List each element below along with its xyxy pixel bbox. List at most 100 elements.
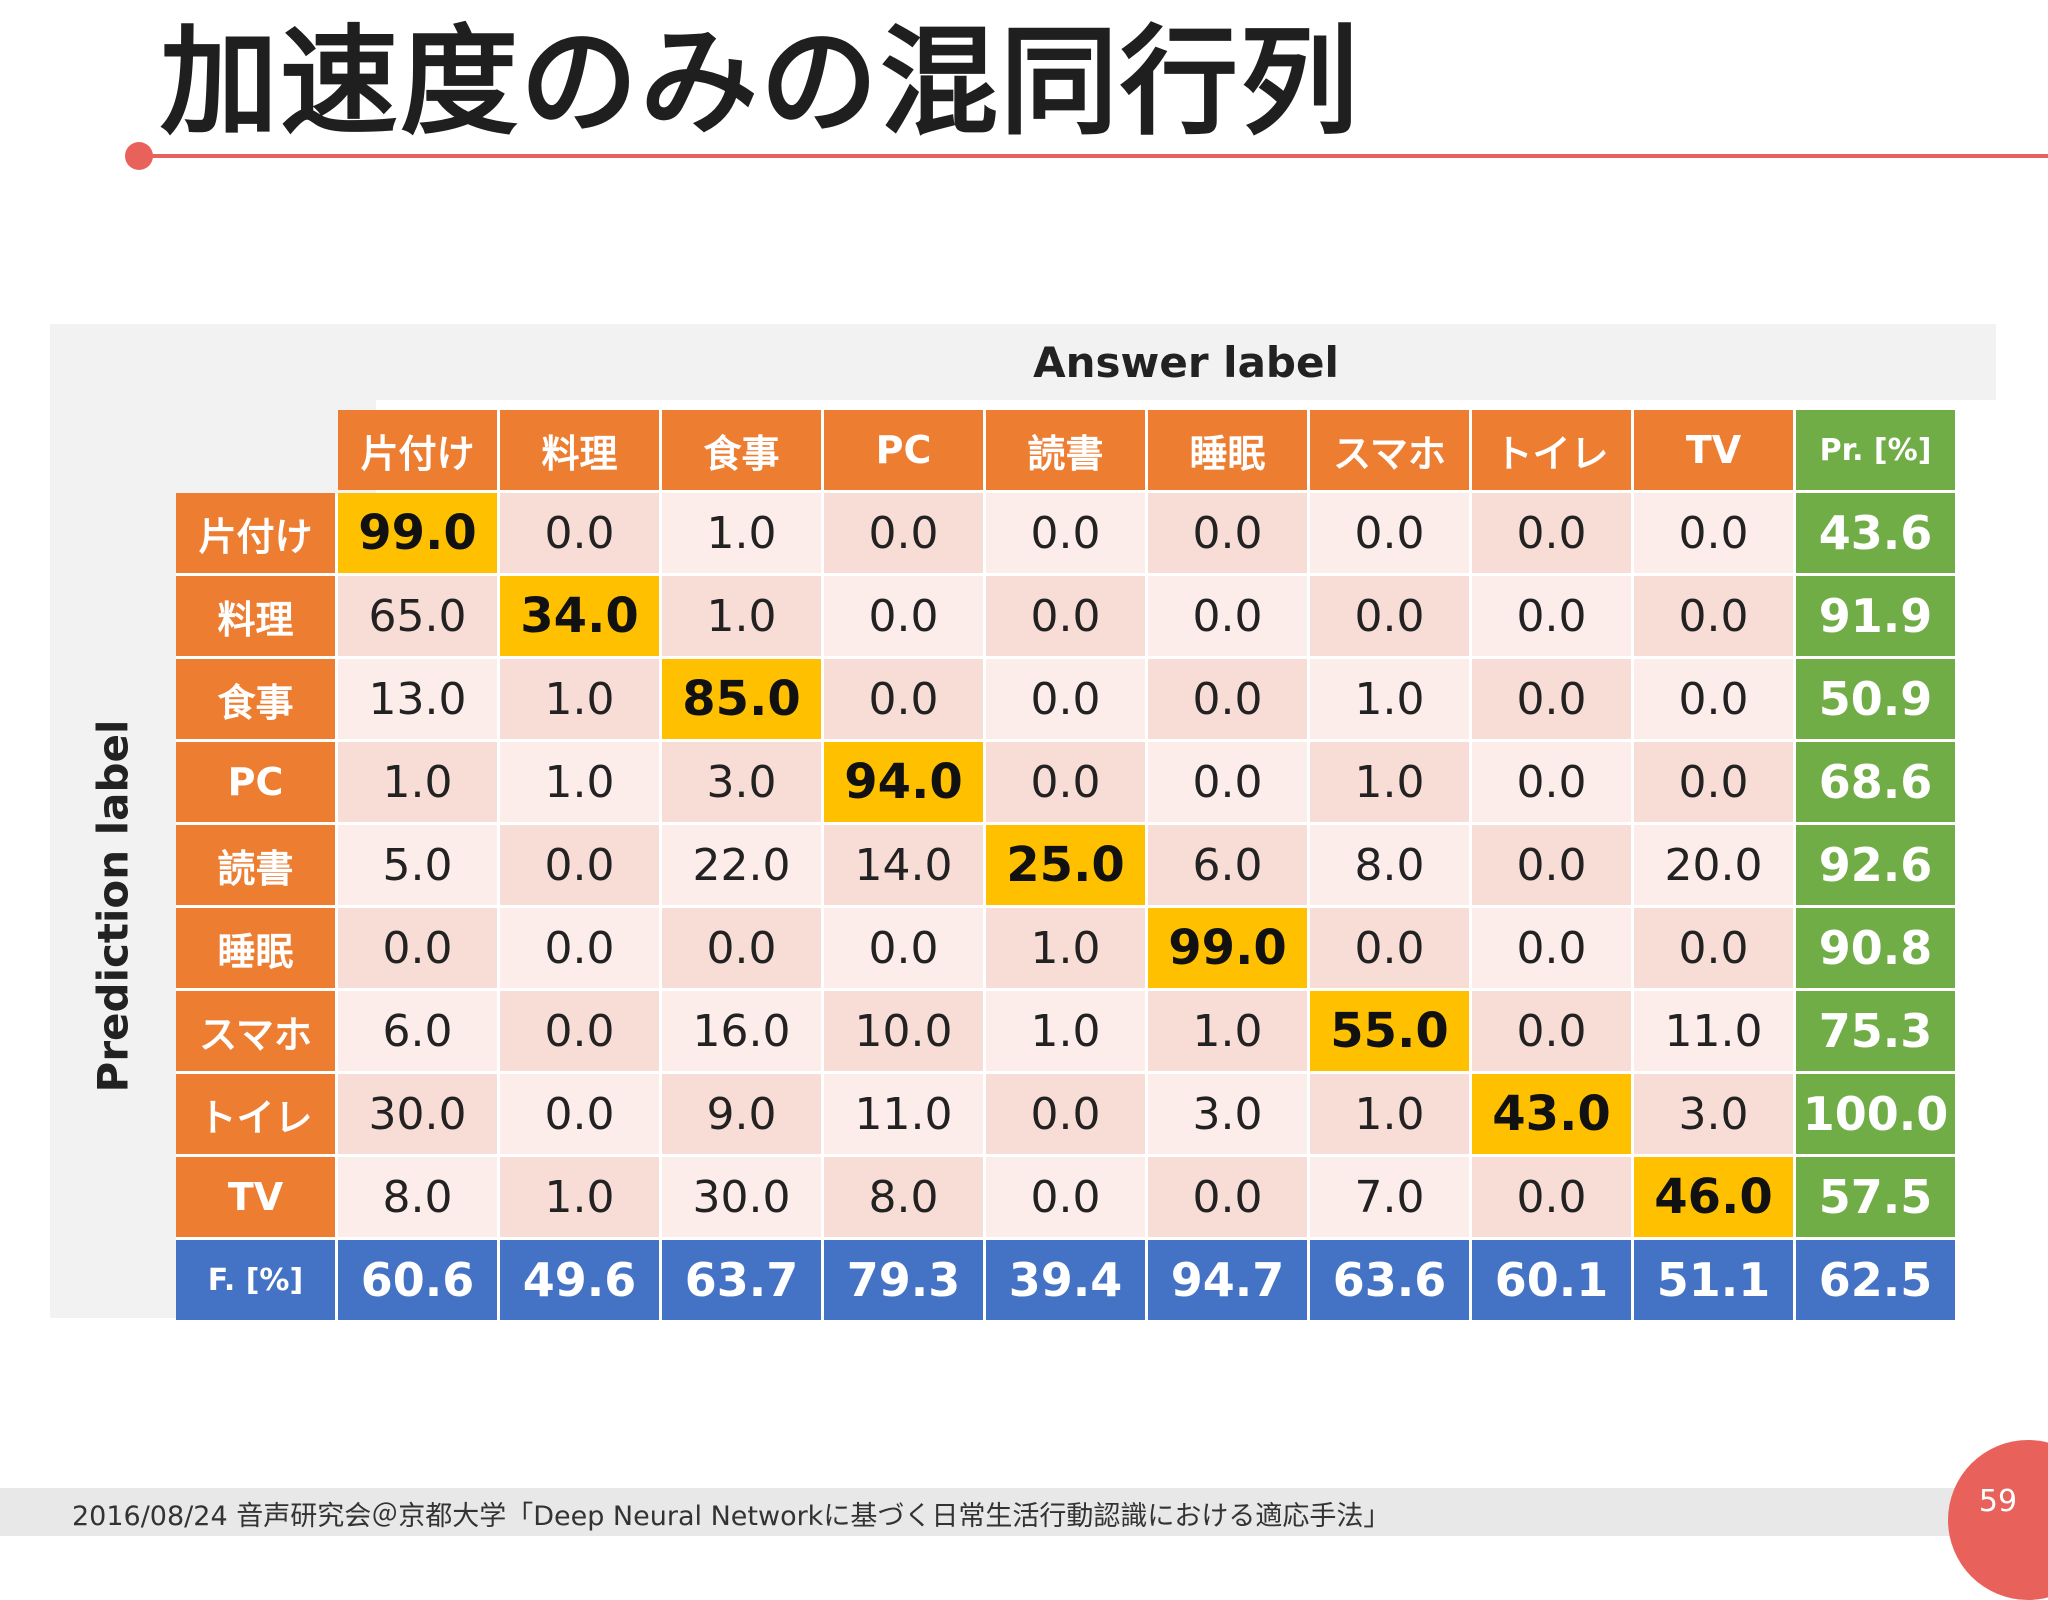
diagonal-cell: 99.0 <box>1148 908 1307 988</box>
matrix-cell: 0.0 <box>1472 576 1631 656</box>
matrix-cell: 0.0 <box>1472 1157 1631 1237</box>
precision-cell: 91.9 <box>1796 576 1955 656</box>
matrix-cell: 1.0 <box>500 742 659 822</box>
answer-axis-label: Answer label <box>376 324 1996 400</box>
answer-column-header: 睡眠 <box>1148 410 1307 490</box>
matrix-cell: 1.0 <box>1148 991 1307 1071</box>
matrix-cell: 0.0 <box>1310 908 1469 988</box>
matrix-cell: 0.0 <box>1472 493 1631 573</box>
matrix-cell: 20.0 <box>1634 825 1793 905</box>
prediction-row-header: 食事 <box>176 659 335 739</box>
matrix-cell: 10.0 <box>824 991 983 1071</box>
precision-cell: 75.3 <box>1796 991 1955 1071</box>
matrix-cell: 0.0 <box>1472 825 1631 905</box>
matrix-cell: 1.0 <box>500 659 659 739</box>
matrix-cell: 0.0 <box>1472 659 1631 739</box>
precision-cell: 90.8 <box>1796 908 1955 988</box>
matrix-cell: 0.0 <box>500 991 659 1071</box>
answer-column-header: TV <box>1634 410 1793 490</box>
matrix-cell: 30.0 <box>662 1157 821 1237</box>
matrix-cell: 0.0 <box>1634 493 1793 573</box>
matrix-cell: 1.0 <box>1310 659 1469 739</box>
matrix-cell: 3.0 <box>1634 1074 1793 1154</box>
precision-cell: 50.9 <box>1796 659 1955 739</box>
matrix-cell: 8.0 <box>824 1157 983 1237</box>
prediction-row-header: スマホ <box>176 991 335 1071</box>
matrix-cell: 0.0 <box>1634 659 1793 739</box>
matrix-cell: 8.0 <box>1310 825 1469 905</box>
matrix-cell: 0.0 <box>986 1157 1145 1237</box>
title-underline <box>140 154 2048 158</box>
precision-cell: 68.6 <box>1796 742 1955 822</box>
fscore-overall-cell: 62.5 <box>1796 1240 1955 1320</box>
matrix-cell: 0.0 <box>986 493 1145 573</box>
page-number-badge <box>1948 1440 2048 1600</box>
matrix-cell: 6.0 <box>1148 825 1307 905</box>
matrix-cell: 1.0 <box>1310 742 1469 822</box>
matrix-cell: 8.0 <box>338 1157 497 1237</box>
matrix-cell: 0.0 <box>1148 493 1307 573</box>
matrix-cell: 0.0 <box>824 659 983 739</box>
matrix-cell: 0.0 <box>338 908 497 988</box>
precision-cell: 43.6 <box>1796 493 1955 573</box>
answer-column-header: 読書 <box>986 410 1145 490</box>
fscore-cell: 94.7 <box>1148 1240 1307 1320</box>
matrix-cell: 14.0 <box>824 825 983 905</box>
matrix-cell: 0.0 <box>986 576 1145 656</box>
prediction-axis-label: Prediction label <box>88 719 138 1093</box>
fscore-cell: 60.1 <box>1472 1240 1631 1320</box>
matrix-cell: 1.0 <box>986 908 1145 988</box>
diagonal-cell: 43.0 <box>1472 1074 1631 1154</box>
diagonal-cell: 34.0 <box>500 576 659 656</box>
matrix-cell: 0.0 <box>500 825 659 905</box>
matrix-cell: 0.0 <box>500 908 659 988</box>
answer-column-header: スマホ <box>1310 410 1469 490</box>
matrix-cell: 22.0 <box>662 825 821 905</box>
matrix-cell: 0.0 <box>1148 742 1307 822</box>
matrix-cell: 9.0 <box>662 1074 821 1154</box>
prediction-row-header: PC <box>176 742 335 822</box>
matrix-cell: 0.0 <box>1472 908 1631 988</box>
fscore-cell: 60.6 <box>338 1240 497 1320</box>
precision-cell: 92.6 <box>1796 825 1955 905</box>
slide-title: 加速度のみの混同行列 <box>160 13 1361 151</box>
diagonal-cell: 55.0 <box>1310 991 1469 1071</box>
matrix-cell: 0.0 <box>662 908 821 988</box>
matrix-cell: 11.0 <box>1634 991 1793 1071</box>
matrix-cell: 0.0 <box>1634 908 1793 988</box>
answer-column-header: PC <box>824 410 983 490</box>
matrix-cell: 0.0 <box>824 908 983 988</box>
matrix-cell: 0.0 <box>1634 576 1793 656</box>
answer-column-header: 片付け <box>338 410 497 490</box>
matrix-cell: 0.0 <box>500 1074 659 1154</box>
precision-cell: 100.0 <box>1796 1074 1955 1154</box>
fscore-cell: 49.6 <box>500 1240 659 1320</box>
matrix-cell: 0.0 <box>1472 742 1631 822</box>
matrix-cell: 0.0 <box>1634 742 1793 822</box>
prediction-row-header: 料理 <box>176 576 335 656</box>
matrix-cell: 13.0 <box>338 659 497 739</box>
prediction-row-header: 睡眠 <box>176 908 335 988</box>
matrix-cell: 3.0 <box>1148 1074 1307 1154</box>
diagonal-cell: 94.0 <box>824 742 983 822</box>
matrix-cell: 1.0 <box>662 576 821 656</box>
matrix-cell: 16.0 <box>662 991 821 1071</box>
precision-column-header: Pr. [%] <box>1796 410 1955 490</box>
matrix-cell: 0.0 <box>986 742 1145 822</box>
diagonal-cell: 46.0 <box>1634 1157 1793 1237</box>
matrix-cell: 0.0 <box>1310 493 1469 573</box>
table-corner-background <box>50 324 376 494</box>
diagonal-cell: 99.0 <box>338 493 497 573</box>
prediction-row-header: TV <box>176 1157 335 1237</box>
prediction-row-header: 片付け <box>176 493 335 573</box>
matrix-cell: 6.0 <box>338 991 497 1071</box>
fscore-row-header: F. [%] <box>176 1240 335 1320</box>
matrix-cell: 65.0 <box>338 576 497 656</box>
prediction-row-header: 読書 <box>176 825 335 905</box>
matrix-cell: 1.0 <box>1310 1074 1469 1154</box>
matrix-cell: 0.0 <box>1472 991 1631 1071</box>
diagonal-cell: 85.0 <box>662 659 821 739</box>
matrix-cell: 0.0 <box>824 576 983 656</box>
prediction-axis-label-container: Prediction label <box>50 494 176 1318</box>
matrix-cell: 1.0 <box>500 1157 659 1237</box>
